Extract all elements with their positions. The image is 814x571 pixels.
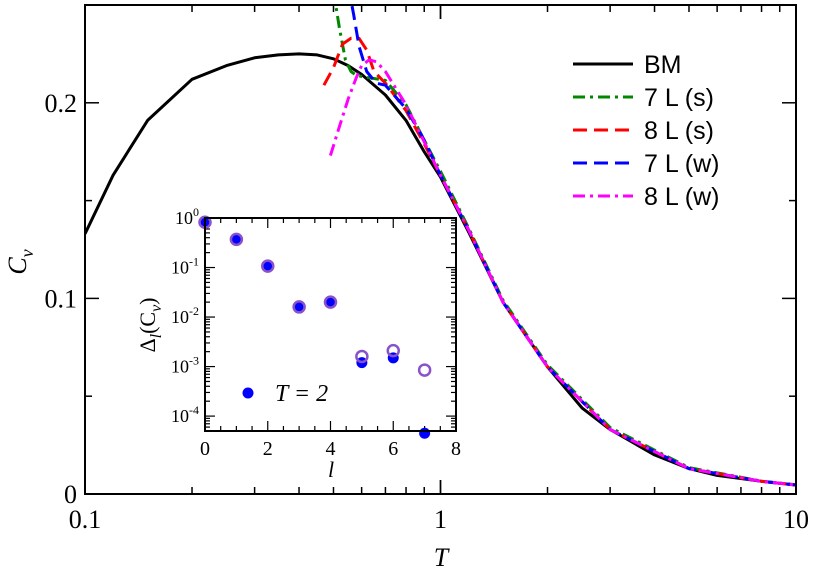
x-tick-label: 10: [783, 505, 809, 534]
inset-annotation-marker: [242, 387, 254, 399]
inset-y-label-close: ): [135, 297, 160, 304]
legend-label: 8 L (s): [644, 117, 714, 145]
inset-open-marker: [229, 232, 244, 247]
inset-open-marker: [386, 343, 400, 358]
y-axis-label-main: C: [3, 257, 32, 275]
inset-x-tick-label: 6: [388, 438, 398, 460]
x-axis-label: T: [434, 543, 450, 571]
y-tick-label: 0.1: [45, 284, 78, 313]
inset-open-marker: [292, 300, 306, 314]
inset-annotation: T = 2: [275, 381, 328, 407]
series-line: [322, 36, 796, 487]
inset-filled-marker: [230, 233, 242, 245]
inset-filled-marker: [293, 301, 305, 313]
inset-x-tick-label: 8: [451, 438, 461, 460]
inset-filled-marker: [262, 260, 274, 272]
inset-plot-frame: [204, 217, 457, 432]
legend-label: BM: [644, 51, 682, 79]
inset-x-tick-label: 0: [200, 438, 210, 460]
inset-y-tick-label: 10-4: [171, 403, 199, 426]
inset-y-label-sub-v: v: [148, 304, 165, 312]
x-tick-label: 0.1: [69, 505, 102, 534]
inset-y-tick-label: 100: [175, 205, 199, 228]
inset-y-tick-label: 10-1: [171, 255, 199, 278]
inset-open-marker: [417, 363, 432, 377]
inset-filled-marker: [325, 296, 336, 308]
inset-tick-labels: 0 2 4 6 8 100 10-1 10-2 10-3 10-4: [171, 205, 461, 460]
main-series-group: [85, 5, 796, 487]
series-line: [350, 5, 796, 487]
svg-text:Cv: Cv: [3, 249, 37, 274]
inset-y-tick-label: 10-2: [171, 304, 199, 327]
y-axis-label: Cv: [3, 249, 37, 274]
inset-x-tick-label: 2: [263, 438, 273, 460]
legend: BM 7 L (s) 8 L (s) 7 L (w) 8 L (w): [573, 51, 719, 211]
x-tick-label: 1: [434, 505, 447, 534]
y-tick-label: 0.2: [45, 89, 78, 118]
series-line: [328, 58, 796, 487]
inset-y-label-sub-l: l: [148, 333, 165, 338]
main-plot-frame: [84, 4, 797, 495]
series-line: [334, 5, 796, 487]
y-axis-label-sub: v: [17, 249, 37, 257]
inset-open-marker: [261, 259, 275, 273]
inset-y-label-open: (C: [135, 312, 160, 334]
inset-filled-marker: [419, 427, 431, 439]
inset-open-marker: [355, 349, 369, 364]
svg-text:Δl(Cv): Δl(Cv): [135, 297, 165, 352]
series-line: [85, 52, 796, 487]
inset-x-tick-label: 4: [326, 438, 336, 460]
y-tick-label: 0: [64, 480, 77, 509]
inset-markers-group: [198, 215, 432, 439]
inset-x-axis-label: l: [328, 457, 334, 482]
legend-label: 8 L (w): [644, 183, 719, 211]
inset-y-label-delta: Δ: [135, 338, 160, 352]
inset-y-tick-label: 10-3: [171, 354, 199, 377]
legend-label: 7 L (w): [644, 150, 719, 178]
legend-label: 7 L (s): [644, 84, 714, 112]
inset-background: [205, 218, 456, 431]
inset-open-marker: [323, 295, 338, 309]
inset-y-axis-label: Δl(Cv): [135, 297, 165, 352]
